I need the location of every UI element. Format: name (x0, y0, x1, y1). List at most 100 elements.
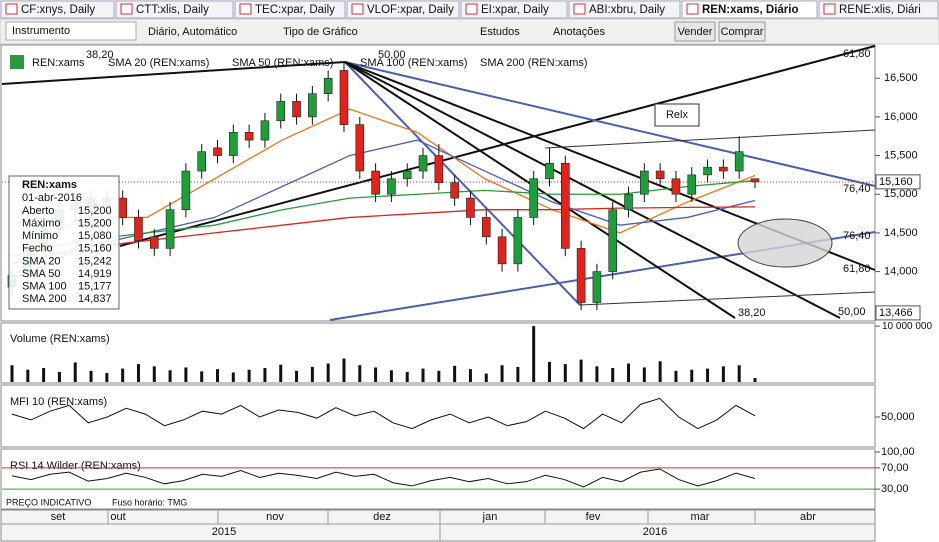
series-layer (7, 62, 760, 488)
info-value: 14,837 (78, 293, 112, 305)
tab[interactable] (568, 0, 681, 19)
sell-button[interactable] (674, 21, 716, 42)
info-value: 15,200 (78, 218, 112, 230)
candle-body (229, 132, 238, 156)
fib-label: 50,00 (378, 49, 406, 61)
mfi-line (11, 397, 756, 430)
fib-label: 76,40 (843, 230, 871, 242)
channel-line (544, 129, 876, 149)
candle-body (355, 124, 365, 172)
buy-button[interactable] (718, 21, 766, 42)
candle-body (308, 93, 317, 118)
volume-bar (468, 369, 472, 382)
fan-line (344, 61, 841, 319)
tab[interactable] (818, 0, 939, 19)
price-box (875, 174, 921, 190)
trend-line (1, 61, 346, 85)
legend-entry: SMA 100 (REN:xams) (360, 57, 468, 69)
toolbar (0, 18, 939, 45)
fib-label: 38,20 (86, 49, 114, 61)
tab-label: ABI:xbru, Daily (589, 4, 665, 16)
candle-body (466, 197, 475, 218)
info-label: Máximo (22, 218, 61, 230)
trend-line (344, 61, 876, 187)
volume-bar (516, 366, 520, 382)
tab[interactable] (0, 0, 115, 19)
volume-bar (136, 364, 140, 382)
instrument-input[interactable] (5, 21, 137, 41)
candle-body (750, 178, 760, 183)
candle-body (197, 151, 207, 172)
price-box-label: 15,160 (879, 176, 913, 188)
info-title: REN:xams (22, 179, 77, 191)
mfi-title: MFI 10 (REN:xams) (10, 396, 107, 408)
y-tick-label: 16,500 (884, 72, 918, 84)
candle-body (655, 170, 665, 180)
info-label: SMA 50 (22, 268, 61, 280)
info-label: SMA 200 (22, 293, 67, 305)
candle-body (292, 101, 301, 118)
volume-bar (642, 367, 646, 382)
month-label: jan (482, 511, 498, 523)
volume-bar (405, 371, 409, 382)
candle-body (671, 178, 681, 195)
tab-label: RENE:xlis, Diári (839, 4, 921, 16)
tab[interactable] (681, 0, 818, 19)
candle-body (545, 162, 554, 180)
y-tick-label: 14,000 (884, 265, 918, 277)
info-label: Aberto (22, 205, 54, 217)
candle-body (687, 174, 697, 195)
rsi-title: RSI 14 Wilder (REN:xams) (10, 460, 141, 472)
fib-label: 76,40 (843, 183, 871, 195)
volume-bar (611, 368, 615, 382)
studies-menu[interactable]: Estudos (480, 26, 520, 38)
volume-bar (342, 358, 346, 382)
chart-type-menu[interactable]: Tipo de Gráfico (283, 26, 358, 38)
instrument-placeholder: Instrumento (12, 25, 70, 37)
volume-bar (706, 368, 710, 382)
timezone: Fuso horário: TMG (112, 497, 187, 507)
tab[interactable] (460, 0, 568, 19)
volume-bar (500, 365, 504, 382)
volume-bar (247, 369, 251, 382)
info-date: 01-abr-2016 (22, 192, 82, 204)
candle-body (244, 132, 254, 141)
tab[interactable] (346, 0, 460, 19)
tab[interactable] (234, 0, 346, 19)
tab-label: VLOF:xpar, Daily (367, 4, 454, 16)
volume-bar (453, 365, 457, 382)
legend: SMA 20 (REN:xams) SMA 50 (REN:xams) SMA 10… (108, 57, 588, 69)
candle-body (592, 271, 602, 303)
info-label: SMA 100 (22, 281, 67, 293)
candle-body (560, 162, 570, 249)
volume-bar (168, 370, 172, 382)
candle-body (529, 178, 538, 218)
tab-icon (351, 3, 364, 15)
volume-bar (279, 364, 283, 382)
fib-label: 38,20 (738, 307, 766, 319)
tab-icon (823, 3, 836, 15)
legend-entry: SMA 50 (REN:xams) (232, 57, 333, 69)
price-panel (0, 44, 876, 322)
volume-bar (152, 366, 156, 382)
annotations-menu[interactable]: Anotações (553, 26, 605, 38)
month-label: mar (691, 511, 710, 523)
interval-menu[interactable]: Diário, Automático (148, 26, 237, 38)
info-value: 15,200 (78, 205, 112, 217)
volume-bar (595, 366, 599, 382)
tab[interactable] (115, 0, 234, 19)
volume-bar (627, 363, 631, 382)
volume-bar (437, 370, 441, 382)
candle-body (734, 151, 744, 172)
volume-bar (121, 368, 125, 382)
candle-body (576, 248, 586, 303)
y-tick-label: 14,500 (884, 227, 918, 239)
legend-entry: SMA 20 (REN:xams) (108, 57, 209, 69)
volume-bar (26, 369, 30, 382)
y-tick-label: 16,000 (884, 111, 918, 123)
candle-body (402, 170, 412, 180)
fan-line (344, 61, 736, 319)
volume-bar (563, 364, 567, 382)
volume-bar (358, 365, 362, 382)
